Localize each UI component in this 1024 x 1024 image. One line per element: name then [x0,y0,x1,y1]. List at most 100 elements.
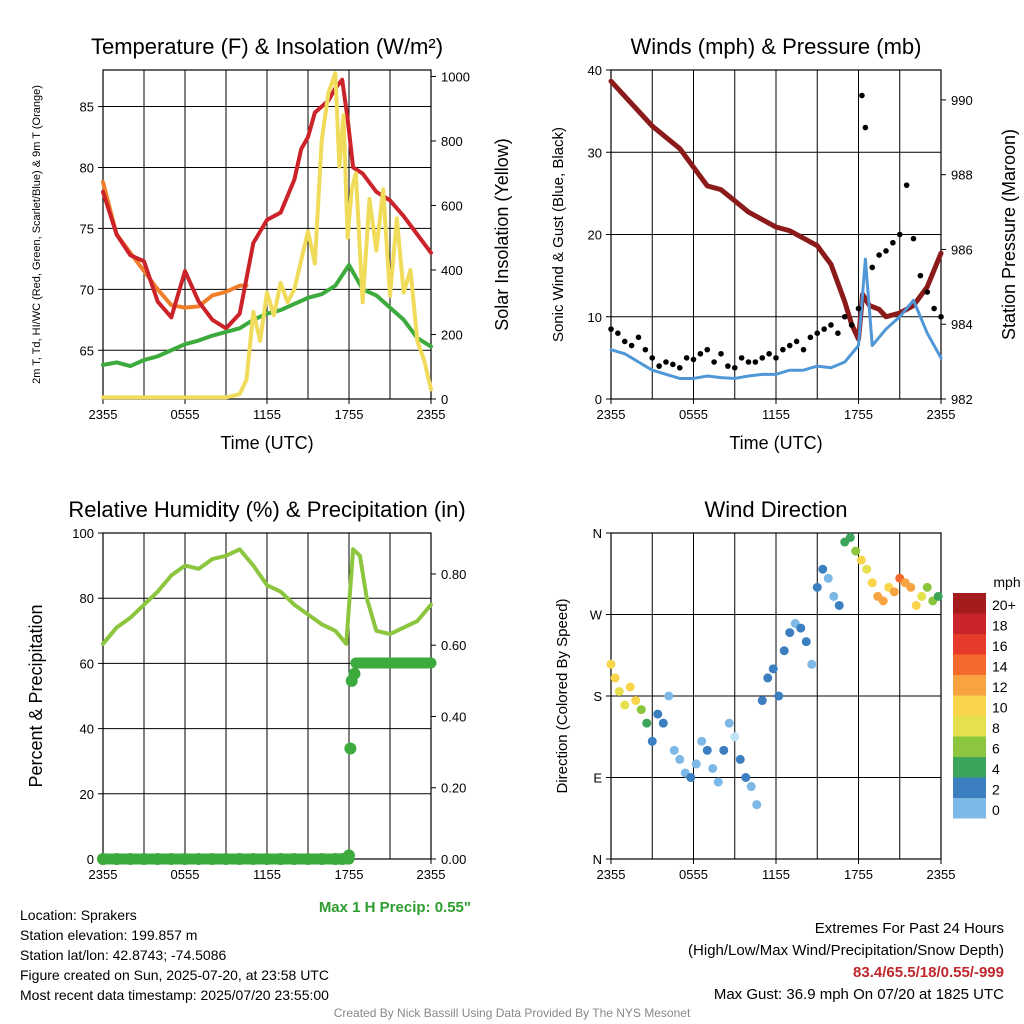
direction-point [878,596,888,606]
x-tick-label: 2355 [89,867,118,882]
y2-tick-label: 0 [441,392,448,407]
legend-swatch [953,634,986,655]
gust-point [883,248,889,254]
direction-point [719,745,729,755]
gust-point [841,313,848,320]
direction-point [669,745,679,755]
direction-point [741,773,751,782]
gust-point [828,322,834,328]
direction-point [614,686,624,696]
legend-swatch [953,716,986,737]
gust-point [773,355,779,361]
gust-point [745,359,752,365]
y-tick-label: 75 [80,221,94,236]
y-tick-label: 80 [80,160,94,175]
direction-point [801,637,811,647]
gust-point [711,359,717,365]
direction-point [867,578,877,588]
direction-point [922,582,932,592]
legend-label: 8 [992,720,1000,736]
gust-point [752,359,759,365]
y-tick-label: E [593,771,602,786]
gust-point [800,346,807,353]
direction-point [664,691,674,701]
direction-point [823,573,833,583]
gust-point [835,330,841,337]
gust-point [876,252,882,258]
x-tick-label: 0555 [171,867,200,882]
direction-point [829,591,839,601]
direction-point [807,659,817,669]
gust-point [628,342,635,349]
direction-point [610,673,620,683]
y-axis-label-left: 2m T, Td, HI/WC (Red, Green, Scarlet/Blu… [31,85,43,384]
direction-point [697,736,707,746]
direction-point [757,696,767,706]
direction-point [763,673,773,683]
location-text: Location: Sprakers [20,907,137,923]
y2-tick-label: 982 [951,392,973,407]
direction-point [713,777,723,787]
x-tick-label: 2355 [417,867,446,882]
legend-label: 16 [992,638,1008,654]
direction-point [642,718,652,728]
gust-point [615,330,621,337]
panel-3: 2355 0555 1155 1755 2355 Relative Humidity (%… [26,497,471,916]
direction-point [774,691,784,701]
y2-tick-label: 600 [441,198,463,213]
y-tick-label: 30 [588,145,602,160]
gust-point [608,326,614,332]
gust-point [821,326,827,332]
series-dewpoint [101,262,433,369]
x-tick-label: 1155 [762,867,790,882]
y-tick-label: 40 [588,63,602,78]
x-tick-label: 1755 [335,407,364,422]
gust-point [635,334,642,341]
x-tick-label: 0555 [679,867,708,882]
gust-point [924,289,931,295]
elevation-text: Station elevation: 199.857 m [20,927,198,943]
x-tick-label: 2355 [597,867,626,882]
gust-point [859,92,865,99]
y-axis-label-right: Station Pressure (Maroon) [999,129,1019,340]
legend-label: 20+ [992,597,1016,613]
y2-tick-label: 200 [441,327,463,342]
y2-tick-label: 0.20 [441,781,466,796]
x-axis-label: Time (UTC) [220,433,313,453]
panel-1: 2355 0555 1155 1755 2355 Temperature (F) & In… [31,34,512,453]
gust-point [759,355,766,361]
y2-tick-label: 988 [951,168,973,183]
gust-point [725,363,731,369]
panel-2: 2355 0555 1155 1755 2355 Winds (mph) & Pressu… [550,34,1019,453]
y2-tick-label: 984 [951,317,973,332]
legend-label: 18 [992,618,1008,634]
y2-tick-label: 990 [951,93,973,108]
y2-tick-label: 800 [441,134,463,149]
gust-point [931,305,937,312]
direction-point [636,705,646,715]
direction-point [834,600,844,610]
direction-point [658,718,668,728]
gust-point [780,346,786,353]
precip-point [344,742,357,755]
legend-swatch [953,798,986,819]
station-info: Location: Sprakers Station elevation: 19… [20,905,329,1005]
gust-point [621,338,628,345]
gust-point [670,361,676,368]
y-tick-label: 0 [595,392,602,407]
gust-point [896,231,903,238]
direction-point [785,628,795,638]
gust-point [848,322,855,328]
legend-swatch [953,593,986,614]
gust-point [704,346,711,353]
direction-point [933,591,943,601]
gust-point [663,359,669,365]
gust-point [697,350,704,357]
direction-point [906,582,916,592]
direction-point [620,700,630,710]
gust-point [690,356,697,363]
gust-point [649,355,656,361]
gust-point [890,239,896,246]
y-tick-label: N [593,852,602,867]
